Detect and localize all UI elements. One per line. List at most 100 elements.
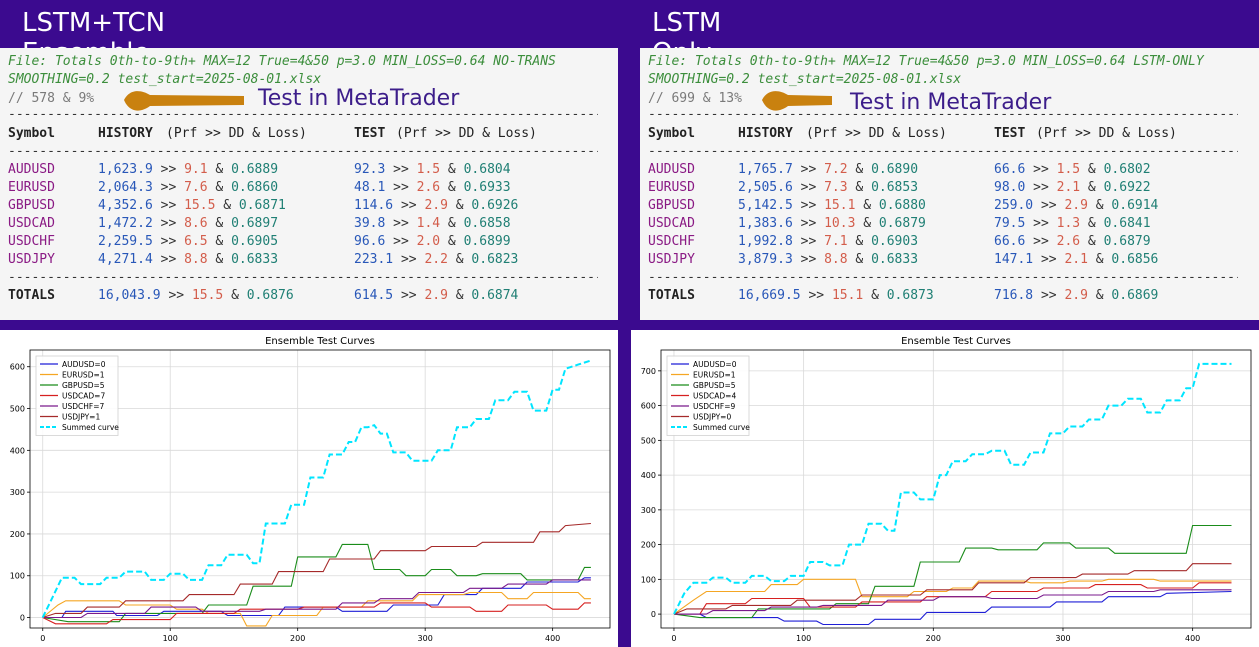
series-line — [673, 524, 1232, 619]
row-symbol: EURUSD — [648, 180, 695, 195]
history-drawdown: 10.3 — [824, 216, 856, 231]
x-tick-label: 100 — [163, 634, 178, 643]
legend-entry: GBPUSD=5 — [62, 381, 105, 390]
history-loss: 0.6880 — [878, 198, 926, 213]
history-profit: 1,383.6 — [738, 216, 793, 231]
y-tick-label: 200 — [10, 530, 25, 539]
series-line — [673, 563, 1232, 615]
comment-line: // 578 & 9% — [8, 91, 95, 106]
test-drawdown: 1.3 — [1056, 216, 1081, 231]
test-drawdown: 1.5 — [1056, 162, 1081, 177]
history-loss: 0.6876 — [246, 288, 294, 303]
file-line-2: SMOOTHING=0.2 test_start=2025-08-01.xlsx — [648, 72, 962, 87]
series-line — [42, 577, 591, 619]
y-tick-label: 600 — [641, 402, 656, 411]
y-tick-label: 0 — [20, 614, 25, 623]
test-loss: 0.6899 — [463, 234, 511, 249]
file-line-2: SMOOTHING=0.2 test_start=2025-08-01.xlsx — [8, 72, 322, 87]
history-profit: 4,271.4 — [98, 252, 153, 267]
header-test-sub: (Prf >> DD & Loss) — [1036, 126, 1177, 141]
test-profit: 259.0 — [994, 198, 1034, 213]
chart-container: Ensemble Test Curves 0 100 200 300 400 0 100 200… — [631, 330, 1259, 647]
history-loss: 0.6897 — [231, 216, 279, 231]
header-test-sub: (Prf >> DD & Loss) — [396, 126, 537, 141]
test-profit: 79.5 — [994, 216, 1026, 231]
y-tick-label: 400 — [641, 471, 656, 480]
row-symbol: GBPUSD — [648, 198, 695, 213]
history-loss: 0.6853 — [871, 180, 919, 195]
history-profit: 5,142.5 — [738, 198, 793, 213]
header-history-sub: (Prf >> DD & Loss) — [166, 126, 307, 141]
test-drawdown: 1.4 — [416, 216, 441, 231]
history-profit: 16,043.9 — [98, 288, 161, 303]
history-drawdown: 8.6 — [184, 216, 208, 231]
y-tick-label: 100 — [10, 572, 25, 581]
header-test: TEST — [354, 126, 386, 141]
history-loss: 0.6871 — [238, 198, 286, 213]
y-tick-label: 200 — [641, 541, 656, 550]
x-tick-label: 300 — [418, 634, 433, 643]
series-line — [42, 602, 591, 625]
rule-bottom: ----------------------------------------… — [648, 270, 1238, 285]
rule-mid: ----------------------------------------… — [648, 144, 1238, 159]
x-tick-label: 400 — [545, 634, 560, 643]
history-loss: 0.6833 — [231, 252, 279, 267]
history-loss: 0.6903 — [871, 234, 919, 249]
y-tick-label: 400 — [10, 446, 25, 455]
series-line — [41, 359, 592, 618]
legend-entry: AUDUSD=0 — [62, 360, 106, 369]
test-drawdown: 2.1 — [1064, 252, 1088, 267]
legend-entry: USDCHF=9 — [693, 402, 736, 411]
rule-mid: ----------------------------------------… — [8, 144, 598, 159]
y-tick-label: 0 — [651, 610, 656, 619]
series-line — [42, 591, 591, 627]
test-drawdown: 2.0 — [416, 234, 441, 249]
history-drawdown: 8.8 — [824, 252, 848, 267]
history-loss: 0.6890 — [871, 162, 919, 177]
legend-entry: Summed curve — [693, 423, 750, 432]
annotation-text: Test in MetaTrader — [258, 86, 460, 111]
test-profit: 96.6 — [354, 234, 386, 249]
history-drawdown: 8.8 — [184, 252, 208, 267]
history-drawdown: 7.6 — [184, 180, 208, 195]
test-loss: 0.6879 — [1103, 234, 1151, 249]
test-drawdown: 2.9 — [424, 198, 448, 213]
test-loss: 0.6841 — [1103, 216, 1151, 231]
history-drawdown: 6.5 — [184, 234, 208, 249]
test-drawdown: 2.9 — [1064, 198, 1088, 213]
test-profit: 39.8 — [354, 216, 386, 231]
comment-line: // 699 & 13% — [648, 91, 742, 106]
series-line — [42, 522, 591, 619]
header-history: HISTORY — [738, 126, 793, 141]
legend-entry: USDCAD=7 — [62, 392, 105, 401]
y-tick-label: 300 — [10, 488, 25, 497]
history-profit: 16,669.5 — [738, 288, 801, 303]
history-drawdown: 15.1 — [831, 288, 864, 303]
test-drawdown: 2.6 — [416, 180, 441, 195]
history-profit: 3,879.3 — [738, 252, 793, 267]
legend-entry: Summed curve — [62, 423, 119, 432]
results-code-box: File: Totals 0th-to-9th+ MAX=12 True=4&5… — [0, 48, 618, 320]
series-line — [42, 579, 591, 619]
history-loss: 0.6905 — [231, 234, 279, 249]
test-loss: 0.6804 — [463, 162, 511, 177]
test-drawdown: 1.5 — [416, 162, 441, 177]
pointing-arrow-icon — [124, 91, 244, 111]
history-profit: 2,259.5 — [98, 234, 153, 249]
chart-title: Ensemble Test Curves — [901, 336, 1011, 347]
test-curves-chart: Ensemble Test Curves 0 100 200 300 400 0 100 200… — [641, 336, 1252, 643]
series-line — [42, 543, 591, 623]
y-tick-label: 100 — [641, 575, 656, 584]
y-tick-label: 300 — [641, 506, 656, 515]
legend-entry: USDJPY=0 — [693, 413, 731, 422]
file-line-1: File: Totals 0th-to-9th+ MAX=12 True=4&5… — [648, 54, 1204, 69]
rule-top: ----------------------------------------… — [648, 107, 1238, 122]
test-drawdown: 2.6 — [1056, 234, 1081, 249]
test-profit: 98.0 — [994, 180, 1026, 195]
test-profit: 614.5 — [354, 288, 394, 303]
test-loss: 0.6914 — [1111, 198, 1159, 213]
legend-entry: EURUSD=1 — [693, 371, 736, 380]
test-profit: 66.6 — [994, 234, 1026, 249]
series-line — [674, 589, 1232, 615]
row-symbol: AUDUSD — [648, 162, 695, 177]
